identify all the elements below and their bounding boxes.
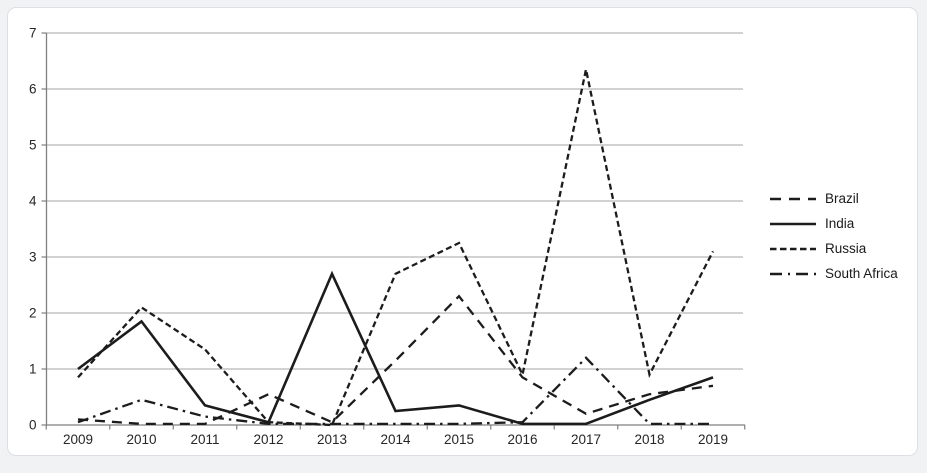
series-line-south-africa [77,356,713,426]
x-tick-label: 2012 [253,432,283,447]
legend-item-brazil: Brazil [769,186,898,211]
legend-item-south-africa: South Africa [769,261,898,286]
x-tick-label: 2011 [190,432,219,447]
legend-line-sample [770,197,816,200]
x-tick-label: 2018 [634,432,664,447]
y-tick-label: 7 [29,26,37,41]
legend-label: South Africa [825,265,898,281]
x-tick-label: 2009 [63,432,93,447]
chart-card [7,7,918,456]
y-tick-label: 0 [29,418,37,433]
series-line-india [77,270,714,426]
legend-label: Russia [825,240,867,256]
legend-item-russia: Russia [769,236,898,261]
x-tick-label: 2019 [698,432,728,447]
x-tick-label: 2016 [507,432,537,447]
y-tick-label: 1 [29,362,37,377]
legend-item-india: India [769,211,898,236]
legend-line-sample [770,272,816,275]
x-tick-label: 2014 [380,432,411,447]
series-line-russia [77,69,715,427]
series-line-brazil [77,294,714,426]
x-tick-label: 2017 [571,432,601,447]
x-tick-label: 2013 [317,432,347,447]
y-tick-label: 3 [29,250,37,265]
x-tick-label: 2015 [444,432,474,447]
y-tick-label: 6 [29,82,37,97]
legend-label: India [825,215,855,231]
chart-legend: Brazil India Russia South Africa [769,186,898,286]
x-tick-label: 2010 [126,432,156,447]
y-tick-label: 5 [29,138,37,153]
legend-label: Brazil [825,190,859,206]
y-tick-label: 2 [29,306,37,321]
legend-line-sample [770,222,816,225]
legend-line-sample [770,247,816,250]
y-tick-label: 4 [29,194,37,209]
